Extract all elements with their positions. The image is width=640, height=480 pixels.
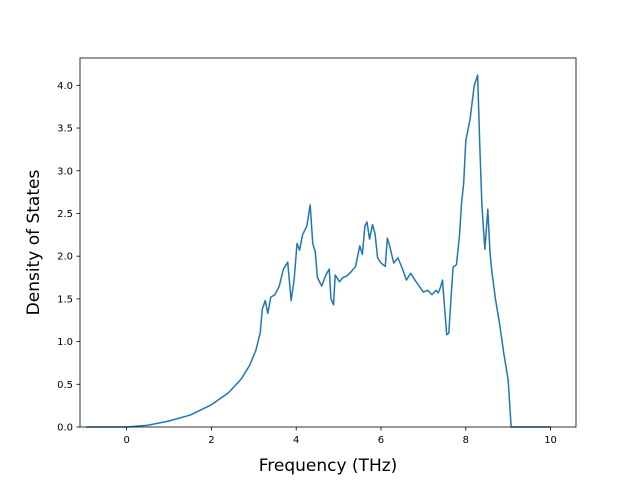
x-tick-label: 10 bbox=[544, 435, 557, 446]
y-tick-label: 1.5 bbox=[57, 294, 73, 305]
x-tick-label: 2 bbox=[208, 435, 214, 446]
plot-frame bbox=[79, 57, 577, 428]
y-tick-label: 3.5 bbox=[57, 124, 73, 135]
x-tick-label: 0 bbox=[123, 435, 129, 446]
series-line-0 bbox=[86, 74, 551, 428]
plot-area bbox=[86, 74, 551, 428]
x-axis-label: Frequency (THz) bbox=[259, 456, 398, 476]
y-tick-label: 2.0 bbox=[57, 252, 73, 263]
y-tick-label: 4.0 bbox=[57, 81, 73, 92]
y-tick-label: 0.0 bbox=[57, 423, 73, 434]
y-tick-label: 0.5 bbox=[57, 380, 73, 391]
x-tick-label: 6 bbox=[378, 435, 384, 446]
y-tick-label: 3.0 bbox=[57, 166, 73, 177]
y-axis-label: Density of States bbox=[24, 170, 44, 316]
x-tick-label: 8 bbox=[463, 435, 469, 446]
y-axis-ticks: 0.0 0.5 1.0 1.5 2.0 2.5 3.0 3.5 4.0 bbox=[57, 81, 80, 434]
x-axis-ticks: 0 2 4 6 8 10 bbox=[123, 427, 557, 446]
y-tick-label: 2.5 bbox=[57, 209, 73, 220]
y-tick-label: 1.0 bbox=[57, 337, 73, 348]
x-tick-label: 4 bbox=[293, 435, 299, 446]
